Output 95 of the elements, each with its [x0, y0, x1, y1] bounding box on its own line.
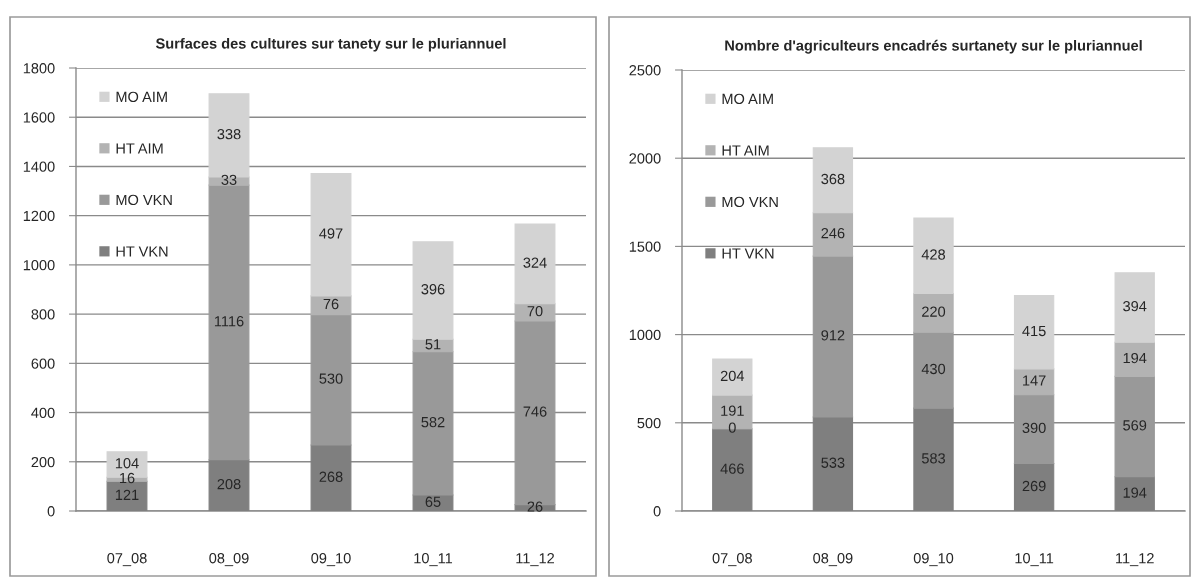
- x-tick-label: 10_11: [1015, 553, 1054, 567]
- bar: [913, 292, 954, 333]
- x-tick-label: 08_09: [209, 553, 249, 567]
- bar: [412, 241, 454, 340]
- data-label: 70: [527, 305, 543, 317]
- data-label: 530: [319, 373, 343, 384]
- legend-label: HT AIM: [116, 143, 163, 154]
- data-label: 204: [720, 370, 745, 382]
- data-label: 147: [1023, 375, 1046, 386]
- bar: [310, 314, 352, 446]
- bar: [412, 351, 454, 496]
- y-tick-label: 1800: [23, 63, 55, 74]
- chart-title: Surfaces des cultures sur tanety sur le pluriannuel: [155, 37, 506, 52]
- bar: [310, 173, 352, 297]
- y-tick-label: 800: [31, 309, 55, 320]
- y-tick-label: 1600: [23, 112, 55, 123]
- legend-label: MO VKN: [116, 194, 172, 206]
- data-label: 269: [1022, 480, 1046, 492]
- x-tick-label: 08_09: [813, 553, 853, 567]
- y-tick-label: 200: [31, 456, 55, 468]
- bar: [514, 223, 556, 305]
- bar: [1114, 341, 1155, 377]
- data-label: 194: [1123, 487, 1147, 498]
- data-label: 26: [527, 501, 543, 512]
- y-tick-label: 2500: [629, 65, 661, 76]
- data-label: 104: [115, 458, 139, 469]
- data-label: 0: [728, 422, 736, 433]
- data-label: 415: [1022, 325, 1046, 337]
- data-label: 338: [217, 129, 241, 140]
- data-label: 368: [821, 173, 845, 185]
- bar: [1114, 272, 1155, 343]
- data-label: 1116: [214, 316, 244, 327]
- y-tick-label: 500: [637, 417, 661, 429]
- legend-label: HT VKN: [116, 246, 168, 257]
- bar: [1013, 295, 1055, 370]
- legend-label: HT AIM: [722, 145, 769, 156]
- data-label: 65: [425, 496, 441, 507]
- legend-label: HT VKN: [722, 248, 774, 259]
- x-tick-label: 11_12: [1116, 553, 1154, 567]
- x-tick-label: 09_10: [913, 553, 954, 567]
- data-label: 394: [1123, 301, 1147, 312]
- data-label: 430: [921, 363, 946, 375]
- legend-label: MO AIM: [722, 93, 773, 105]
- bar: [913, 217, 954, 295]
- bar: [712, 358, 753, 396]
- bar: [1013, 368, 1055, 396]
- x-tick-label: 07_08: [107, 553, 147, 567]
- data-label: 33: [221, 174, 237, 185]
- data-label: 390: [1022, 422, 1046, 434]
- data-label: 51: [425, 339, 441, 350]
- bar: [812, 255, 854, 418]
- bar: [1114, 375, 1155, 478]
- data-label: 16: [120, 472, 135, 484]
- y-tick-label: 2000: [629, 153, 661, 164]
- bar: [1013, 394, 1055, 465]
- x-tick-label: 11_12: [516, 553, 555, 567]
- y-tick-label: 0: [653, 506, 661, 517]
- data-label: 76: [323, 298, 339, 310]
- data-label: 268: [319, 471, 343, 482]
- data-label: 121: [115, 489, 139, 500]
- data-label: 324: [523, 257, 547, 268]
- x-tick-label: 09_10: [311, 553, 351, 567]
- x-tick-label: 10_11: [414, 553, 453, 567]
- legend-label: MO VKN: [722, 196, 778, 208]
- data-label: 569: [1123, 420, 1147, 431]
- bar: [812, 212, 854, 257]
- y-tick-label: 1400: [23, 161, 55, 172]
- data-label: 912: [821, 330, 845, 341]
- y-tick-label: 1200: [23, 210, 55, 222]
- bar: [913, 331, 954, 409]
- data-label: 428: [921, 249, 946, 260]
- y-tick-label: 600: [31, 358, 55, 369]
- chart-title: Nombre d'agriculteurs encadrés surtanety sur le pluriannuel: [725, 39, 1142, 54]
- data-label: 466: [720, 463, 744, 474]
- legend-label: MO AIM: [116, 91, 167, 103]
- data-label: 220: [922, 306, 946, 317]
- x-tick-label: 07_08: [712, 553, 752, 567]
- y-tick-label: 1000: [629, 329, 661, 341]
- bar: [812, 147, 854, 214]
- data-label: 533: [821, 457, 845, 468]
- y-tick-label: 1500: [629, 241, 661, 252]
- data-label: 497: [319, 228, 343, 239]
- y-tick-label: 0: [47, 506, 55, 517]
- bar: [514, 303, 556, 322]
- data-label: 208: [217, 478, 241, 490]
- data-label: 746: [523, 406, 547, 417]
- data-label: 191: [721, 405, 744, 416]
- data-label: 246: [821, 227, 845, 239]
- data-label: 583: [921, 453, 946, 464]
- y-tick-label: 1000: [23, 259, 55, 271]
- y-tick-label: 400: [31, 407, 55, 418]
- bar: [208, 184, 250, 461]
- data-label: 582: [421, 416, 445, 428]
- data-label: 396: [421, 284, 445, 295]
- data-label: 194: [1123, 352, 1147, 364]
